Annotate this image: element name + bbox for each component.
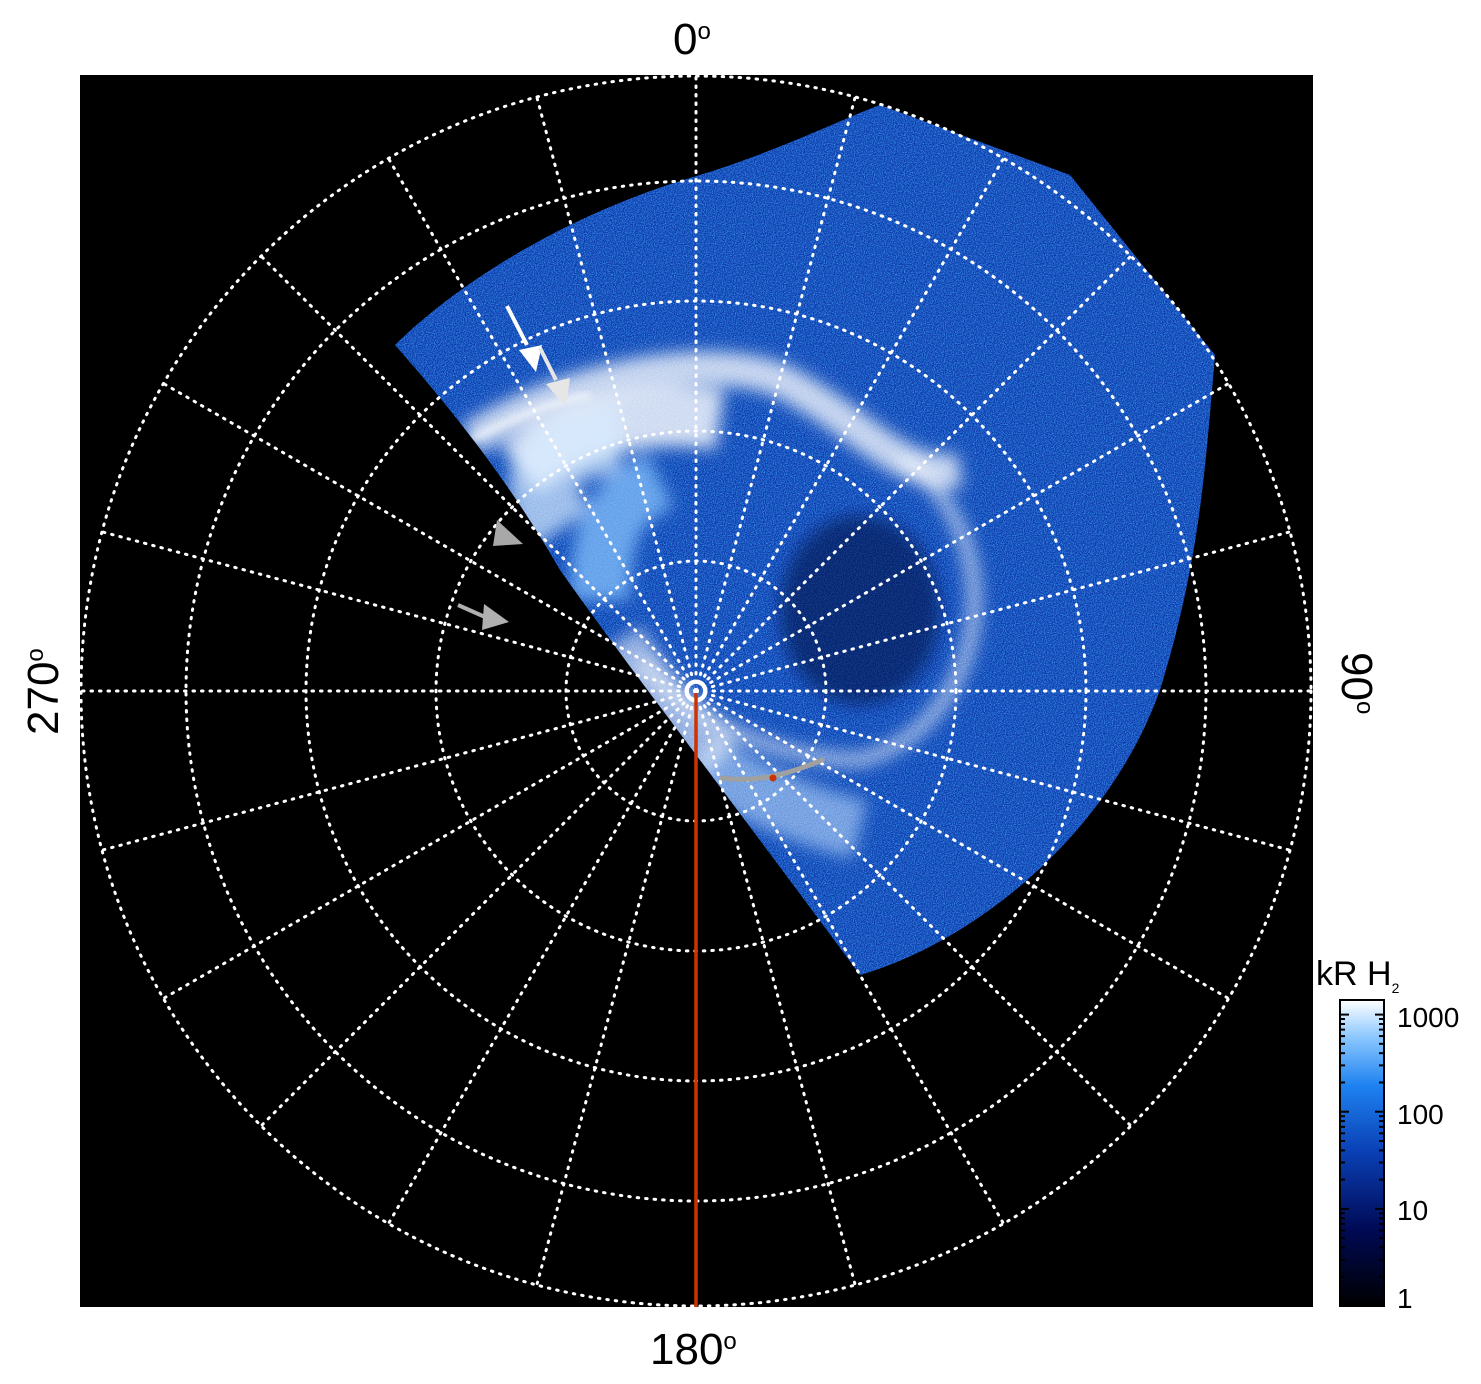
colorbar-tick-label: 10	[1397, 1195, 1429, 1226]
grid-meridian	[694, 156, 1005, 693]
grid-meridian	[387, 689, 698, 1226]
grid-meridian	[694, 689, 1133, 1128]
grid-meridian	[694, 254, 1133, 693]
footprint-marker	[769, 774, 777, 782]
grid-meridian	[694, 689, 1292, 852]
grid-meridian	[387, 156, 698, 693]
grey-arrow-2	[457, 603, 509, 630]
grid-meridian	[694, 689, 857, 1287]
colorbar-tick-label: 1000	[1397, 1002, 1460, 1033]
grid-meridian	[100, 530, 698, 693]
colorbar-ticks	[1340, 1013, 1384, 1307]
axis-label-right: 90o	[1332, 652, 1381, 715]
grid-meridian	[161, 689, 698, 1000]
colorbar-tick-label: 1	[1397, 1283, 1413, 1314]
grid-meridian	[535, 95, 698, 693]
grid-meridian	[694, 95, 857, 693]
light-grey-arrow	[538, 347, 570, 407]
white-arrow-1	[505, 305, 542, 372]
axis-label-top: 0o	[673, 15, 711, 64]
colorbar-gradient	[1339, 999, 1385, 1307]
grid-meridian	[100, 689, 698, 852]
axis-label-left: 270o	[19, 648, 68, 735]
grid-meridian	[694, 382, 1231, 693]
grey-arrow-1	[493, 520, 523, 546]
grid-meridian	[161, 382, 698, 693]
grid-meridian	[694, 689, 1231, 1000]
grid-meridian	[259, 689, 698, 1128]
axis-label-bottom: 180o	[650, 1325, 737, 1374]
grid-meridian	[694, 530, 1292, 693]
colorbar-tick-label: 100	[1397, 1099, 1444, 1130]
colorbar-title: kR H2	[1316, 955, 1400, 996]
grid-meridian	[535, 689, 698, 1287]
auroral-emission-region	[395, 105, 1215, 975]
footprint-arc	[719, 757, 825, 782]
grid-meridian	[259, 254, 698, 693]
